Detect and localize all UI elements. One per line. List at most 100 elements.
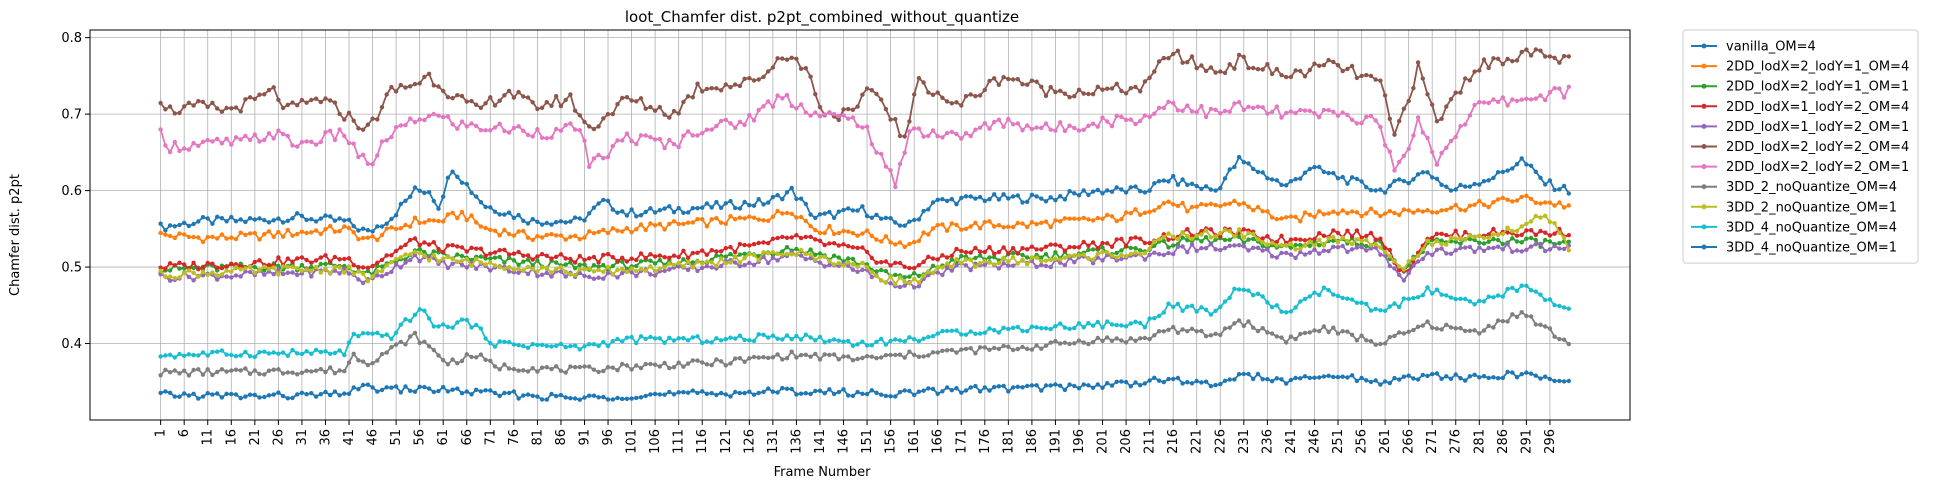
data-point [346,225,352,231]
data-point [1086,341,1091,347]
data-point [775,93,780,98]
data-point [1236,243,1242,248]
data-point [1076,386,1082,391]
data-point [751,242,757,247]
data-point [483,253,488,258]
data-point [662,227,667,232]
data-point [1090,189,1096,194]
data-point [733,249,738,255]
x-tick-label: 146 [837,429,852,454]
data-point [186,223,192,229]
data-point [1359,238,1364,244]
data-point [558,341,564,347]
data-point [1524,236,1529,241]
data-point [940,348,945,353]
data-point [1486,294,1491,299]
data-point [295,256,300,261]
data-point [1463,122,1468,127]
data-point [907,241,912,247]
data-point [233,135,239,140]
data-point [1039,262,1044,268]
data-point [572,260,578,265]
data-point [1236,227,1242,232]
data-point [770,65,776,70]
data-point [1524,193,1529,198]
data-point [539,365,545,370]
data-point [992,119,997,125]
data-point [1477,68,1482,73]
data-point [1519,194,1524,200]
data-point [257,371,262,377]
data-point [469,213,474,218]
data-point [342,270,347,275]
data-point [1152,111,1157,116]
data-point [657,336,662,341]
data-point [1491,375,1496,380]
data-point [445,362,451,367]
data-point [1058,243,1063,249]
data-point [539,272,545,277]
data-point [1359,235,1364,240]
data-point [695,334,700,339]
data-point [511,267,517,272]
data-point [488,128,493,133]
data-point [1557,187,1562,192]
data-point [356,269,361,274]
data-point [158,268,163,273]
data-point [492,209,498,214]
data-point [831,391,837,397]
data-point [167,274,173,279]
data-point [676,360,681,365]
data-point [1189,381,1195,386]
data-point [1500,169,1506,175]
data-point [393,89,399,94]
data-point [841,107,846,112]
data-point [1053,128,1058,133]
data-point [271,350,276,355]
data-point [1001,124,1006,129]
data-point [714,216,719,221]
data-point [695,259,700,264]
data-point [1119,323,1124,328]
data-point [1100,245,1105,250]
data-point [1133,246,1138,251]
data-point [1123,190,1129,195]
data-point [1260,326,1265,331]
data-point [1189,181,1195,186]
data-point [1293,214,1298,220]
data-point [723,254,728,259]
data-point [1307,212,1313,217]
data-point [1171,376,1176,382]
data-point [944,348,950,353]
data-point [1505,286,1510,292]
data-point [907,281,912,286]
data-point [408,84,413,89]
data-point [384,226,389,231]
data-point [403,198,408,203]
data-point [1203,228,1209,233]
data-point [855,208,860,213]
data-point [1208,106,1214,112]
data-point [987,326,992,331]
data-point [770,389,776,394]
data-point [417,246,422,252]
data-point [1025,383,1030,389]
data-point [577,253,582,259]
data-point [831,352,837,357]
data-point [295,372,300,377]
data-point [944,198,950,204]
data-point [1500,195,1506,201]
data-point [596,201,601,206]
data-point [652,391,658,397]
data-point [685,129,691,134]
data-point [657,364,662,369]
data-point [1317,237,1322,242]
data-point [1401,331,1407,336]
data-point [167,370,173,375]
data-point [488,260,493,265]
data-point [1392,375,1397,381]
data-point [902,223,907,228]
data-point [379,232,385,238]
data-point [1439,238,1444,243]
data-point [596,264,601,269]
